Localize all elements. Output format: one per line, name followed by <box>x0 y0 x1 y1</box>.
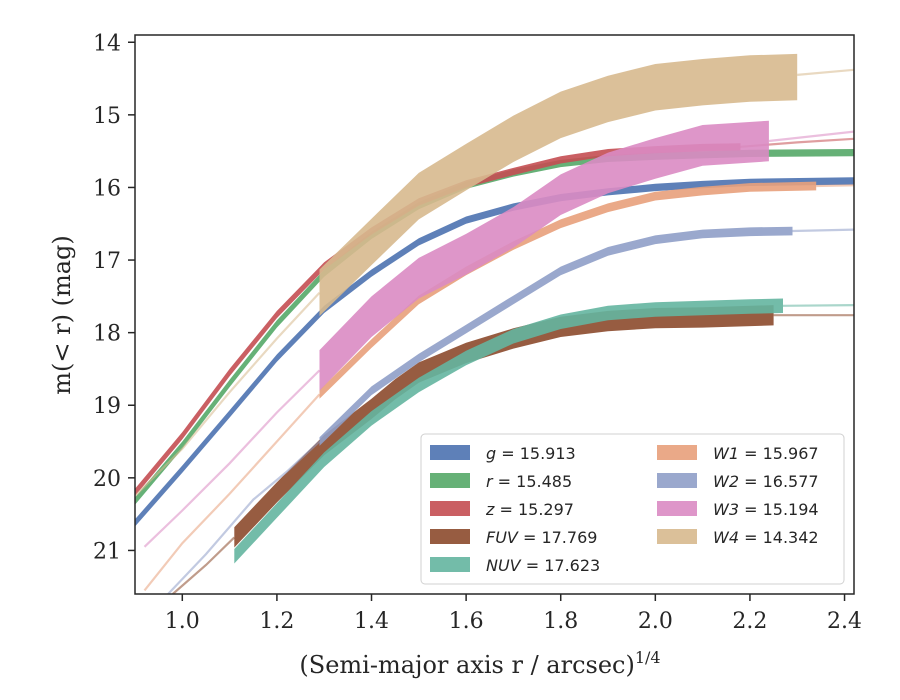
series-w3-extrapolated-inner <box>143 369 321 548</box>
x-tick-label: 2.2 <box>732 609 767 634</box>
series-w4-extrapolated-outer <box>797 68 854 76</box>
legend-label-nuv: NUV = 17.623 <box>486 556 600 575</box>
legend: g = 15.913 r = 15.485 z = 15.297 FUV = 17.7… <box>420 433 845 585</box>
legend-label-w2: W2 = 16.577 <box>713 472 819 491</box>
legend-label-g: g = 15.913 <box>486 444 576 463</box>
legend-swatch-r <box>430 473 470 488</box>
legend-swatch-w2 <box>657 473 697 488</box>
y-tick-label: 16 <box>93 176 121 201</box>
x-tick-label: 2.0 <box>638 609 673 634</box>
legend-swatch-fuv <box>430 529 470 544</box>
series-fuv-extrapolated-inner <box>172 536 236 594</box>
series-w2 <box>167 226 854 594</box>
series-w3-extrapolated-outer <box>768 130 854 143</box>
series-w4-band <box>319 53 798 317</box>
series-fuv <box>172 305 854 594</box>
legend-swatch-w4 <box>657 529 697 544</box>
series-w2-extrapolated-outer <box>792 228 854 233</box>
y-axis-label: m(< r) (mag) <box>48 235 76 394</box>
legend-label-w1: W1 = 15.967 <box>713 444 819 463</box>
y-tick-label: 18 <box>93 322 121 347</box>
series-w2-band <box>319 226 793 446</box>
x-tick-label: 1.2 <box>259 609 294 634</box>
series-nuv-extrapolated-outer <box>782 304 854 307</box>
legend-swatch-w1 <box>657 445 697 460</box>
series-w3 <box>143 120 854 548</box>
series-w2-extrapolated-inner <box>167 440 321 594</box>
legend-swatch-g <box>430 445 470 460</box>
legend-label-w4: W4 = 14.342 <box>713 528 819 547</box>
series-w1-extrapolated-outer <box>816 184 854 188</box>
y-tick-label: 17 <box>93 249 121 274</box>
series-w4 <box>135 53 854 497</box>
legend-swatch-z <box>430 501 470 516</box>
legend-box <box>420 433 845 585</box>
y-tick-label: 15 <box>93 104 121 129</box>
plot-area <box>135 53 854 594</box>
series-w1-band <box>319 181 817 399</box>
legend-label-fuv: FUV = 17.769 <box>486 528 597 547</box>
series-fuv-band <box>234 305 774 548</box>
x-axis-label-main: (Semi-major axis r / arcsec) <box>299 651 634 679</box>
y-tick-label: 20 <box>93 467 121 492</box>
x-axis-label: (Semi-major axis r / arcsec)1/4 <box>299 648 660 679</box>
series-w3-band <box>319 120 769 391</box>
legend-label-z: z = 15.297 <box>485 500 574 519</box>
series-nuv <box>234 298 854 564</box>
axis-ticks: 1.0 1.2 1.4 1.6 1.8 2.0 2.2 2.4 14 15 16 17 18 19 20 21 <box>93 31 862 634</box>
x-tick-label: 1.6 <box>449 609 484 634</box>
legend-swatch-w3 <box>657 501 697 516</box>
legend-swatch-nuv <box>430 557 470 572</box>
x-tick-label: 1.4 <box>354 609 389 634</box>
x-tick-label: 1.0 <box>165 609 200 634</box>
plot-frame <box>134 34 855 595</box>
y-tick-label: 14 <box>93 31 121 56</box>
y-tick-label: 21 <box>93 539 121 564</box>
y-tick-label: 19 <box>93 394 121 419</box>
series-w1-extrapolated-inner <box>143 393 321 592</box>
series-w4-extrapolated-inner <box>135 291 321 497</box>
x-tick-label: 2.4 <box>827 609 862 634</box>
x-axis-label-exponent: 1/4 <box>635 648 661 667</box>
legend-label-w3: W3 = 15.194 <box>713 500 819 519</box>
legend-label-r: r = 15.485 <box>486 472 572 491</box>
x-tick-label: 1.8 <box>543 609 578 634</box>
series-w1 <box>143 181 854 592</box>
